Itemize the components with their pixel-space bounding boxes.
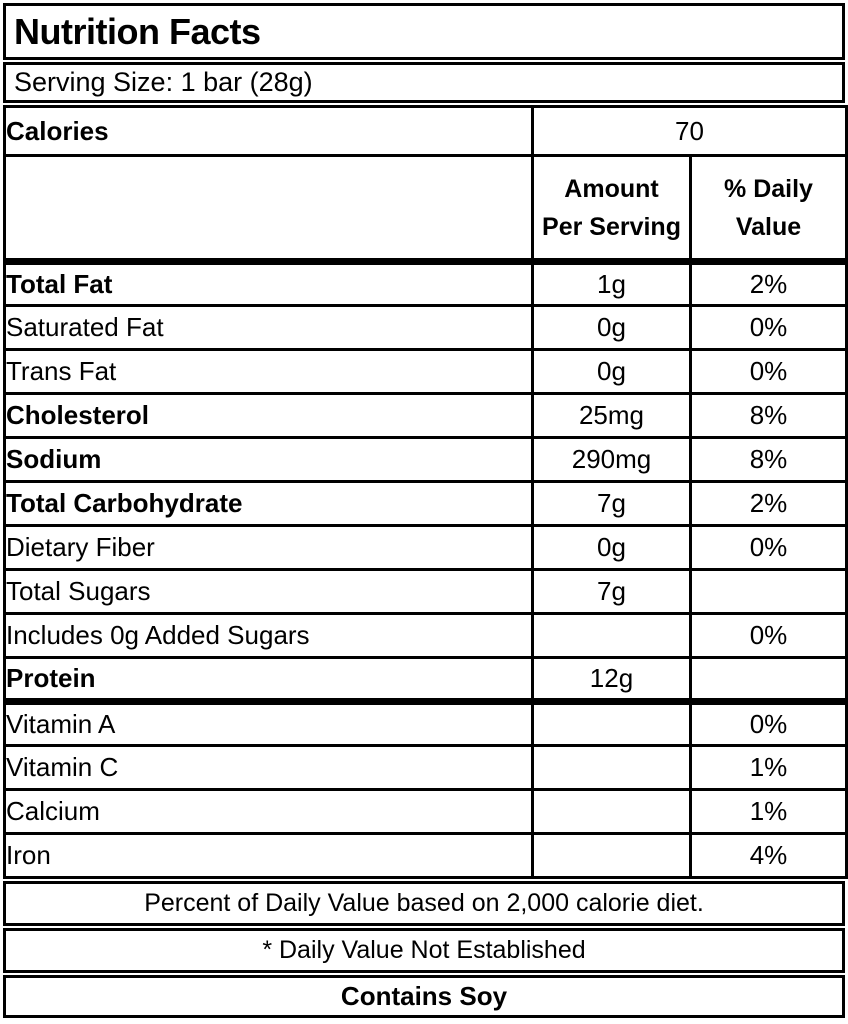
nutrient-name: Total Fat [3,260,534,307]
nutrient-amount: 290mg [531,436,692,483]
nutrient-dv: 0% [688,304,848,351]
table-row-total-fat: Total Fat 1g 2% [3,260,848,307]
nutrient-dv: 1% [688,788,848,835]
nutrient-dv: 2% [688,260,848,307]
serving-size-text: Serving Size: 1 bar (28g) [3,62,845,103]
nutrient-amount [531,612,692,659]
table-row-saturated-fat: Saturated Fat 0g 0% [3,304,848,351]
calories-label: Calories [3,105,534,157]
daily-value-note: Percent of Daily Value based on 2,000 ca… [3,881,845,926]
nutrient-amount [531,788,692,835]
nutrient-name: Protein [3,656,534,705]
nutrient-dv: 2% [688,480,848,527]
nutrient-amount: 25mg [531,392,692,439]
table-row-protein: Protein 12g [3,656,848,705]
nutrient-dv: 0% [688,524,848,571]
nutrient-dv: 0% [688,612,848,659]
nutrient-dv: 8% [688,436,848,483]
nutrient-name: Total Carbohydrate [3,480,534,527]
nutrient-name: Vitamin C [3,744,534,791]
nutrient-name: Iron [3,832,534,879]
header-amount-line2: Per Serving [542,212,681,241]
nutrient-dv: 1% [688,744,848,791]
nutrient-name: Trans Fat [3,348,534,395]
label-title: Nutrition Facts [3,3,845,60]
table-row-dietary-fiber: Dietary Fiber 0g 0% [3,524,848,571]
nutrient-dv [688,568,848,615]
nutrient-name: Cholesterol [3,392,534,439]
header-percent-daily-value: % Daily Value [688,154,848,265]
nutrient-dv [688,656,848,705]
allergen-statement: Contains Soy [3,975,845,1018]
nutrient-dv: 8% [688,392,848,439]
nutrient-dv: 0% [688,348,848,395]
header-dv-line1: % Daily [724,174,813,203]
calories-value: 70 [530,105,848,157]
table-row-added-sugars: Includes 0g Added Sugars 0% [3,612,848,659]
header-amount-line1: Amount [564,174,659,203]
nutrient-name: Includes 0g Added Sugars [3,612,534,659]
table-row-sodium: Sodium 290mg 8% [3,436,848,483]
nutrient-amount: 7g [531,480,692,527]
table-row-vitamin-c: Vitamin C 1% [3,744,848,791]
nutrient-amount: 7g [531,568,692,615]
table-row-trans-fat: Trans Fat 0g 0% [3,348,848,395]
header-empty-cell [3,154,534,265]
table-row-calcium: Calcium 1% [3,788,848,835]
nutrient-amount [531,744,692,791]
nutrient-amount: 0g [531,348,692,395]
nutrient-amount: 0g [531,524,692,571]
nutrient-name: Saturated Fat [3,304,534,351]
nutrient-amount: 1g [531,260,692,307]
nutrient-amount [531,700,692,747]
nutrient-name: Total Sugars [3,568,534,615]
header-amount-per-serving: Amount Per Serving [531,154,692,265]
nutrient-dv: 0% [688,700,848,747]
nutrient-name: Sodium [3,436,534,483]
table-row-total-carbohydrate: Total Carbohydrate 7g 2% [3,480,848,527]
nutrient-amount [531,832,692,879]
nutrient-name: Dietary Fiber [3,524,534,571]
nutrient-amount: 0g [531,304,692,351]
nutrient-name: Vitamin A [3,700,534,747]
nutrition-table: Calories 70 Amount Per Serving % Daily V… [3,105,848,879]
table-row-total-sugars: Total Sugars 7g [3,568,848,615]
table-row-iron: Iron 4% [3,832,848,879]
not-established-note: * Daily Value Not Established [3,928,845,973]
table-row-cholesterol: Cholesterol 25mg 8% [3,392,848,439]
calories-row: Calories 70 [3,105,848,157]
nutrient-name: Calcium [3,788,534,835]
table-row-vitamin-a: Vitamin A 0% [3,700,848,747]
nutrient-amount: 12g [531,656,692,705]
header-dv-line2: Value [735,212,802,241]
column-header-row: Amount Per Serving % Daily Value [3,154,848,265]
nutrient-dv: 4% [688,832,848,879]
